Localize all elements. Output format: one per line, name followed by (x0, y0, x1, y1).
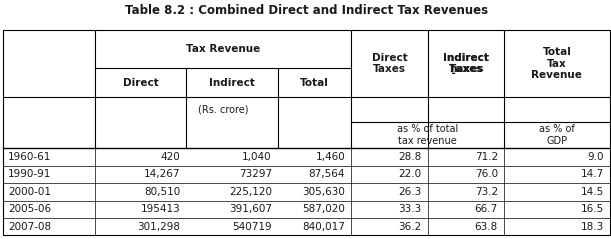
Text: Tax Revenue: Tax Revenue (186, 44, 260, 54)
Text: as % of total
tax revenue: as % of total tax revenue (397, 124, 458, 146)
Text: 63.8: 63.8 (475, 222, 498, 232)
Text: Indirect
T̅axes: Indirect T̅axes (443, 53, 489, 74)
Text: 14.5: 14.5 (580, 187, 604, 197)
Text: 540719: 540719 (232, 222, 272, 232)
Text: 1960-61: 1960-61 (8, 152, 51, 162)
Text: 391,607: 391,607 (229, 204, 272, 214)
Text: 420: 420 (161, 152, 180, 162)
Text: Indirect
ẖaxes: Indirect ẖaxes (443, 53, 489, 74)
Text: 76.0: 76.0 (475, 169, 498, 179)
Text: 301,298: 301,298 (137, 222, 180, 232)
Text: 2000-01: 2000-01 (8, 187, 51, 197)
Bar (3, 30, 610, 235)
Text: 26.3: 26.3 (398, 187, 422, 197)
Text: 14.7: 14.7 (580, 169, 604, 179)
Text: 2007-08: 2007-08 (8, 222, 51, 232)
Text: 9.0: 9.0 (587, 152, 604, 162)
Text: 1990-91: 1990-91 (8, 169, 51, 179)
Text: as % of
GDP: as % of GDP (539, 124, 575, 146)
Text: 22.0: 22.0 (398, 169, 422, 179)
Text: 73.2: 73.2 (475, 187, 498, 197)
Text: Total: Total (300, 77, 329, 87)
Text: 36.2: 36.2 (398, 222, 422, 232)
Text: 840,017: 840,017 (302, 222, 345, 232)
Text: 66.7: 66.7 (475, 204, 498, 214)
Text: 2005-06: 2005-06 (8, 204, 51, 214)
Text: 33.3: 33.3 (398, 204, 422, 214)
Text: Direct
Taxes: Direct Taxes (371, 53, 408, 74)
Text: 305,630: 305,630 (302, 187, 345, 197)
Text: 28.8: 28.8 (398, 152, 422, 162)
Text: 80,510: 80,510 (144, 187, 180, 197)
Text: 87,564: 87,564 (309, 169, 345, 179)
Text: Table 8.2 : Combined Direct and Indirect Tax Revenues: Table 8.2 : Combined Direct and Indirect… (125, 4, 488, 17)
Text: 18.3: 18.3 (580, 222, 604, 232)
Text: 225,120: 225,120 (229, 187, 272, 197)
Text: 1,460: 1,460 (315, 152, 345, 162)
Text: 16.5: 16.5 (580, 204, 604, 214)
Text: 73297: 73297 (239, 169, 272, 179)
Text: (Rs. crore): (Rs. crore) (198, 105, 248, 115)
Text: 195413: 195413 (141, 204, 180, 214)
Text: Direct: Direct (123, 77, 158, 87)
Text: 14,267: 14,267 (144, 169, 180, 179)
Text: 587,020: 587,020 (302, 204, 345, 214)
Text: Indirect: Indirect (209, 77, 255, 87)
Text: 1,040: 1,040 (243, 152, 272, 162)
Text: Total
Tax
Revenue: Total Tax Revenue (532, 47, 582, 80)
Text: 71.2: 71.2 (475, 152, 498, 162)
